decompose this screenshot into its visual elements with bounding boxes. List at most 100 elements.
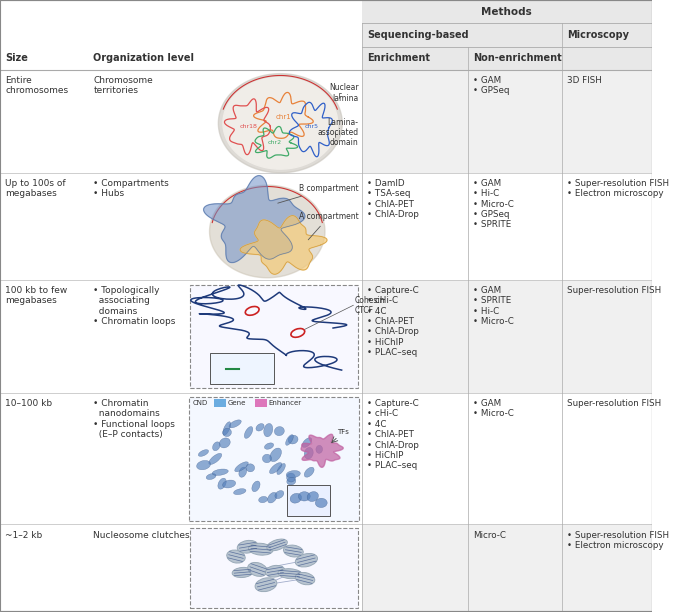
Ellipse shape	[286, 471, 300, 478]
Ellipse shape	[262, 454, 271, 463]
Text: • GAM
• SPRITE
• Hi-C
• Micro-C: • GAM • SPRITE • Hi-C • Micro-C	[473, 286, 514, 326]
Text: chr18: chr18	[240, 124, 258, 129]
Ellipse shape	[284, 545, 303, 557]
Text: Super-resolution FISH: Super-resolution FISH	[567, 286, 662, 295]
Ellipse shape	[237, 540, 258, 553]
Text: B compartment: B compartment	[277, 184, 358, 203]
Ellipse shape	[246, 464, 255, 472]
Ellipse shape	[232, 567, 253, 578]
Polygon shape	[219, 73, 342, 173]
Ellipse shape	[266, 539, 287, 551]
Bar	[0, 393, 362, 524]
Text: • Capture-C
• cHi-C
• 4C
• ChIA-PET
• ChIA-Drop
• HiChIP
• PLAC–seq: • Capture-C • cHi-C • 4C • ChIA-PET • Ch…	[367, 286, 419, 357]
Ellipse shape	[265, 565, 285, 577]
Ellipse shape	[245, 427, 253, 438]
Text: • Chromatin
  nanodomains
• Functional loops
  (E–P contacts): • Chromatin nanodomains • Functional loo…	[93, 399, 175, 439]
FancyBboxPatch shape	[189, 397, 358, 521]
Ellipse shape	[259, 496, 268, 502]
Ellipse shape	[249, 543, 273, 555]
Bar	[362, 280, 652, 393]
Ellipse shape	[212, 442, 220, 450]
Bar	[210, 353, 274, 384]
Text: Chromosome
territories: Chromosome territories	[93, 76, 153, 95]
Text: Nucleosome clutches: Nucleosome clutches	[93, 531, 190, 540]
Text: • Topologically
  associating
  domains
• Chromatin loops: • Topologically associating domains • Ch…	[93, 286, 175, 326]
Text: Lamina-
associated
domain: Lamina- associated domain	[317, 118, 358, 147]
Ellipse shape	[299, 491, 310, 501]
Text: Methods: Methods	[482, 7, 532, 17]
Bar	[362, 23, 652, 47]
Text: Enrichment: Enrichment	[367, 53, 430, 63]
Ellipse shape	[269, 463, 282, 474]
Ellipse shape	[295, 553, 317, 567]
Ellipse shape	[288, 435, 298, 444]
Text: chr5: chr5	[305, 124, 319, 129]
Text: Super-resolution FISH: Super-resolution FISH	[567, 399, 662, 408]
Ellipse shape	[256, 424, 264, 431]
Ellipse shape	[277, 463, 286, 474]
Ellipse shape	[235, 462, 249, 472]
Text: • GAM
• GPSeq: • GAM • GPSeq	[473, 76, 510, 95]
Bar	[287, 485, 329, 516]
Ellipse shape	[227, 550, 245, 563]
Ellipse shape	[229, 420, 241, 428]
Ellipse shape	[218, 478, 226, 489]
Ellipse shape	[270, 448, 282, 461]
Ellipse shape	[316, 446, 323, 453]
Ellipse shape	[255, 578, 277, 592]
FancyBboxPatch shape	[190, 528, 358, 608]
Polygon shape	[210, 185, 325, 278]
Text: ~1–2 kb: ~1–2 kb	[5, 531, 42, 540]
FancyBboxPatch shape	[190, 285, 358, 388]
Text: Micro-C: Micro-C	[473, 531, 506, 540]
Ellipse shape	[223, 480, 236, 488]
Bar	[362, 70, 652, 173]
Ellipse shape	[286, 473, 295, 482]
Text: Organization level: Organization level	[93, 53, 195, 63]
Bar	[214, 399, 225, 407]
Bar	[255, 399, 266, 407]
Text: • Capture-C
• cHi-C
• 4C
• ChIA-PET
• ChIA-Drop
• HiChIP
• PLAC–seq: • Capture-C • cHi-C • 4C • ChIA-PET • Ch…	[367, 399, 419, 471]
Text: Enhancer: Enhancer	[269, 400, 301, 406]
Ellipse shape	[286, 435, 293, 446]
Bar	[362, 173, 652, 280]
Text: Cohesin
CTCF: Cohesin CTCF	[355, 296, 385, 315]
Ellipse shape	[252, 481, 260, 491]
Polygon shape	[301, 435, 343, 468]
Bar	[362, 47, 652, 70]
Bar	[0, 280, 362, 393]
Text: 10–100 kb: 10–100 kb	[5, 399, 52, 408]
Ellipse shape	[223, 422, 231, 435]
Ellipse shape	[304, 467, 314, 477]
Bar	[0, 173, 362, 280]
Ellipse shape	[290, 493, 301, 503]
Bar	[0, 70, 362, 173]
Ellipse shape	[315, 498, 327, 507]
Ellipse shape	[264, 443, 273, 449]
Text: Entire
chromosomes: Entire chromosomes	[5, 76, 68, 95]
Polygon shape	[223, 77, 338, 169]
Text: • DamID
• TSA-seq
• ChIA-PET
• ChIA-Drop: • DamID • TSA-seq • ChIA-PET • ChIA-Drop	[367, 179, 419, 219]
Ellipse shape	[264, 424, 273, 437]
Ellipse shape	[278, 569, 302, 579]
Text: Size: Size	[5, 53, 28, 63]
Bar	[362, 0, 652, 23]
Ellipse shape	[307, 491, 319, 501]
Ellipse shape	[248, 562, 267, 577]
Ellipse shape	[234, 488, 246, 494]
Text: Gene: Gene	[227, 400, 246, 406]
Ellipse shape	[275, 427, 284, 436]
Ellipse shape	[275, 491, 284, 499]
Text: Up to 100s of
megabases: Up to 100s of megabases	[5, 179, 66, 198]
Polygon shape	[203, 176, 305, 263]
Text: A compartment: A compartment	[299, 212, 358, 240]
Text: • Compartments
• Hubs: • Compartments • Hubs	[93, 179, 169, 198]
Text: Nuclear
lamina: Nuclear lamina	[329, 83, 358, 103]
Polygon shape	[240, 215, 327, 274]
Ellipse shape	[295, 572, 315, 585]
Text: TFs: TFs	[338, 428, 349, 435]
Text: CND: CND	[193, 400, 208, 406]
Ellipse shape	[223, 428, 232, 436]
Ellipse shape	[209, 453, 222, 465]
Ellipse shape	[302, 438, 312, 447]
